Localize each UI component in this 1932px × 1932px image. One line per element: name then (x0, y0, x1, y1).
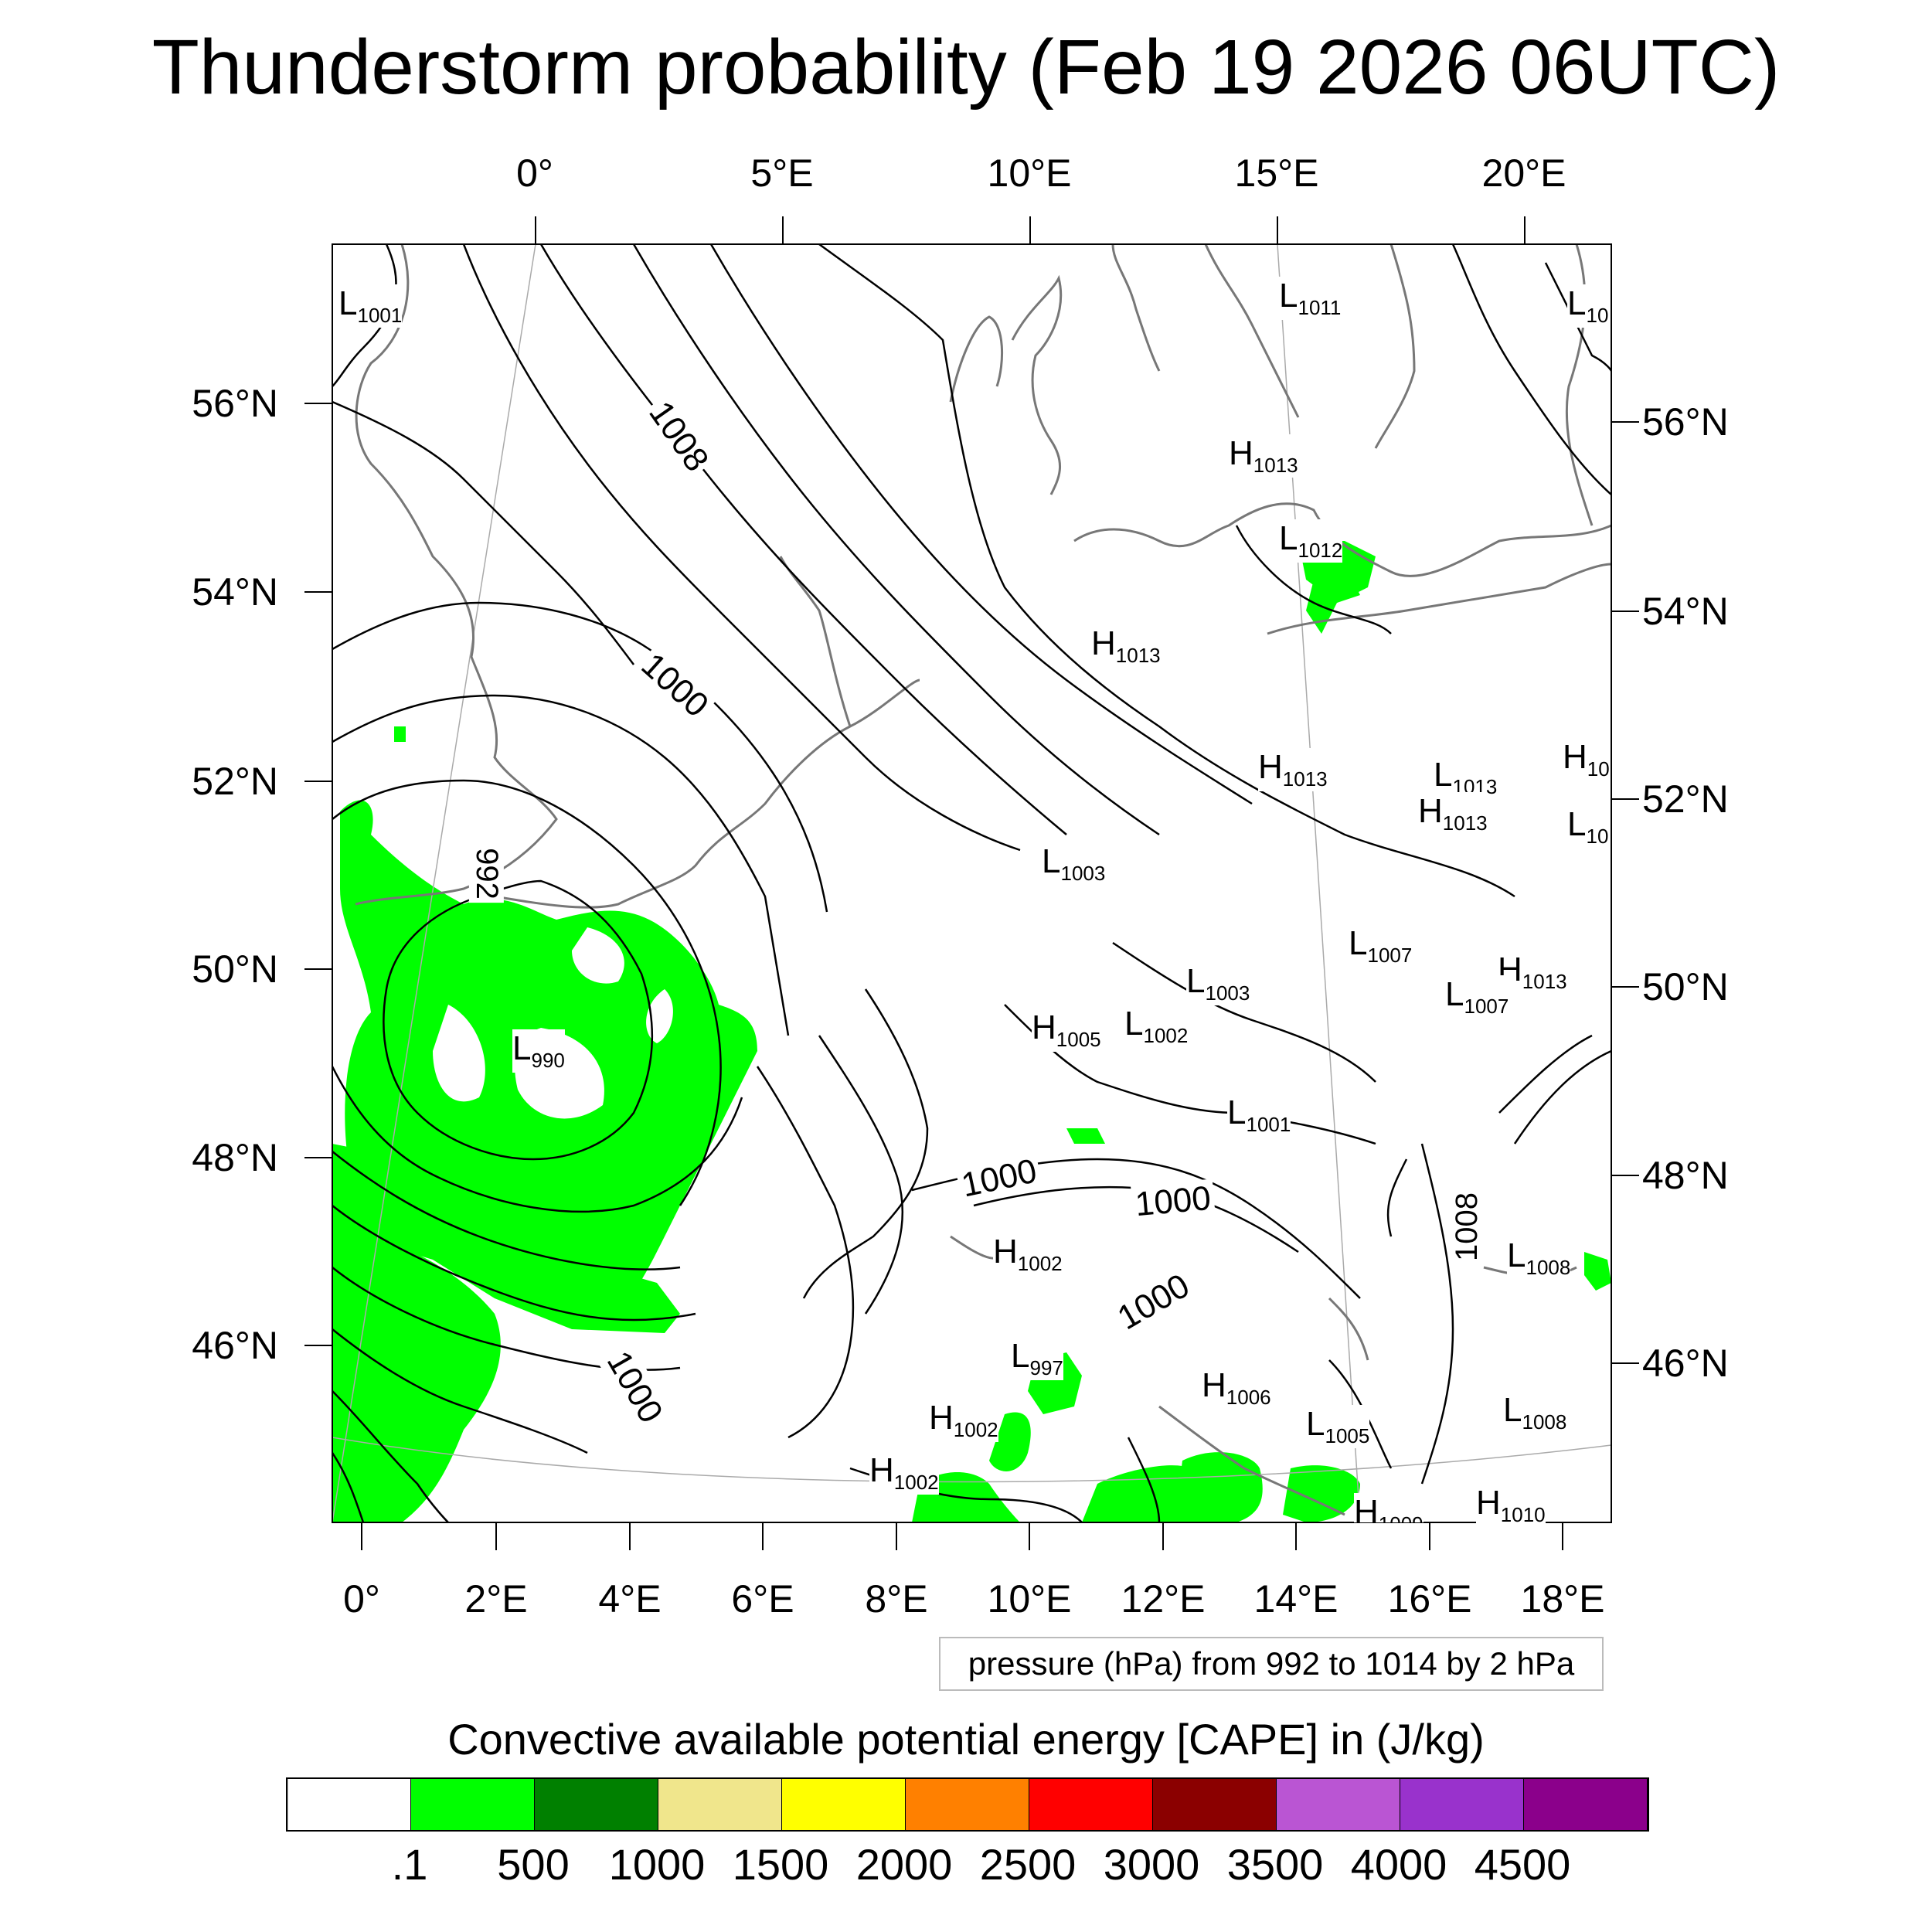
bottom-tick-4: 8°E (865, 1577, 928, 1621)
pressure-center: H1002 (993, 1233, 1063, 1276)
pressure-center: L997 (1011, 1337, 1063, 1380)
isobar-label: 992 (468, 845, 504, 903)
pressure-center: L1008 (1503, 1391, 1567, 1434)
pressure-center: H1006 (1202, 1366, 1271, 1410)
colorbar-swatch (782, 1779, 906, 1830)
isobar-label: 1000 (1131, 1179, 1216, 1225)
left-tick-5: 46°N (192, 1324, 278, 1367)
isobars (332, 244, 1611, 1522)
left-tick-0: 56°N (192, 382, 278, 425)
bottom-tick-5: 10°E (987, 1577, 1072, 1621)
pressure-center: H1002 (929, 1399, 998, 1442)
colorbar-swatch (906, 1779, 1029, 1830)
right-tick-4: 48°N (1642, 1154, 1729, 1197)
bottom-tick-8: 16°E (1387, 1577, 1472, 1621)
pressure-center: H1013 (1091, 624, 1161, 668)
colorbar-label: 1500 (732, 1840, 829, 1889)
pressure-center: L1002 (1124, 1005, 1189, 1048)
axis-tick-marks (304, 216, 1639, 1550)
colorbar-swatch (1153, 1779, 1277, 1830)
right-tick-2: 52°N (1642, 777, 1729, 821)
pressure-center: L10 (1567, 805, 1609, 849)
right-tick-3: 50°N (1642, 965, 1729, 1009)
pressure-center: L1011 (1279, 277, 1342, 320)
left-tick-4: 48°N (192, 1136, 278, 1179)
bottom-tick-7: 14°E (1253, 1577, 1338, 1621)
colorbar-swatch (1524, 1779, 1648, 1830)
chart-title: Thunderstorm probability (Feb 19 2026 06… (151, 24, 1781, 111)
top-tick-4: 20°E (1481, 151, 1566, 195)
bottom-tick-3: 6°E (731, 1577, 794, 1621)
colorbar-label: 2000 (855, 1840, 953, 1889)
pressure-center: H1002 (869, 1451, 939, 1495)
pressure-center: L1008 (1507, 1236, 1571, 1280)
right-tick-5: 46°N (1642, 1342, 1729, 1385)
colorbar-label: 4000 (1350, 1840, 1447, 1889)
colorbar-label: 4500 (1474, 1840, 1571, 1889)
top-tick-2: 10°E (987, 151, 1072, 195)
bottom-tick-6: 12°E (1121, 1577, 1206, 1621)
colorbar-swatch (1400, 1779, 1524, 1830)
left-tick-1: 54°N (192, 570, 278, 614)
top-tick-1: 5°E (750, 151, 814, 195)
colorbar-label: 1000 (608, 1840, 706, 1889)
pressure-center: L1013 (1434, 756, 1498, 799)
pressure-center: H1010 (1476, 1484, 1546, 1527)
pressure-center: H1005 (1032, 1009, 1101, 1052)
bottom-tick-9: 18°E (1520, 1577, 1605, 1621)
colorbar-label: 2500 (979, 1840, 1077, 1889)
bottom-tick-1: 2°E (464, 1577, 528, 1621)
isobar-label: 1008 (1449, 1189, 1485, 1264)
left-tick-2: 52°N (192, 760, 278, 803)
pressure-legend-text: pressure (hPa) from 992 to 1014 by 2 hPa (968, 1645, 1575, 1682)
pressure-center: L1003 (1042, 842, 1106, 886)
pressure-center: H1013 (1229, 434, 1298, 478)
colorbar-label: .1 (391, 1840, 428, 1889)
pressure-center: L1001 (1227, 1094, 1291, 1137)
colorbar-swatch (1029, 1779, 1153, 1830)
colorbar-label: 3500 (1226, 1840, 1324, 1889)
colorbar-label: 500 (497, 1840, 570, 1889)
colorbar (286, 1777, 1649, 1832)
coastlines (355, 244, 1611, 1516)
pressure-center: H1013 (1498, 951, 1567, 994)
pressure-center: L1001 (338, 284, 403, 328)
pressure-center: H1009 (1354, 1493, 1423, 1522)
pressure-center: L1012 (1279, 519, 1343, 563)
colorbar-swatch (411, 1779, 535, 1830)
bottom-tick-0: 0° (343, 1577, 380, 1621)
colorbar-swatch (535, 1779, 658, 1830)
right-tick-0: 56°N (1642, 400, 1729, 444)
pressure-center: L990 (512, 1029, 565, 1073)
pressure-center: H1013 (1258, 748, 1328, 791)
pressure-center: L1007 (1349, 924, 1413, 968)
map-frame (332, 243, 1612, 1523)
top-tick-3: 15°E (1234, 151, 1319, 195)
pressure-center: H10 (1563, 738, 1610, 781)
colorbar-label: 3000 (1103, 1840, 1200, 1889)
top-tick-0: 0° (516, 151, 553, 195)
pressure-center: L10 (1567, 284, 1609, 328)
pressure-legend: pressure (hPa) from 992 to 1014 by 2 hPa (939, 1637, 1604, 1691)
pressure-center: L1007 (1445, 975, 1509, 1019)
colorbar-swatch (658, 1779, 782, 1830)
left-tick-3: 50°N (192, 947, 278, 991)
right-tick-1: 54°N (1642, 590, 1729, 633)
colorbar-swatch (1277, 1779, 1400, 1830)
pressure-center: H1013 (1418, 792, 1488, 835)
bottom-tick-2: 4°E (598, 1577, 662, 1621)
colorbar-title: Convective available potential energy [C… (447, 1715, 1485, 1764)
colorbar-swatch (287, 1779, 411, 1830)
pressure-center: L1003 (1186, 962, 1250, 1005)
pressure-center: L1005 (1306, 1405, 1370, 1448)
